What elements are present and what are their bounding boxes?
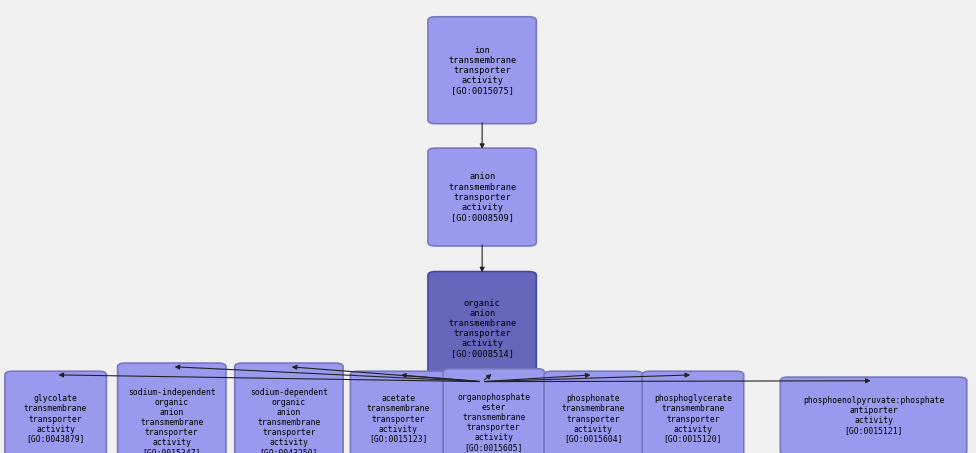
Text: phosphoenolpyruvate:phosphate
antiporter
activity
[GO:0015121]: phosphoenolpyruvate:phosphate antiporter… (803, 396, 944, 435)
Text: phosphonate
transmembrane
transporter
activity
[GO:0015604]: phosphonate transmembrane transporter ac… (562, 395, 625, 443)
Text: anion
transmembrane
transporter
activity
[GO:0008509]: anion transmembrane transporter activity… (448, 173, 516, 222)
FancyBboxPatch shape (350, 371, 446, 453)
Text: glycolate
transmembrane
transporter
activity
[GO:0043879]: glycolate transmembrane transporter acti… (24, 395, 87, 443)
Text: organophosphate
ester
transmembrane
transporter
activity
[GO:0015605]: organophosphate ester transmembrane tran… (458, 393, 530, 452)
FancyBboxPatch shape (234, 363, 344, 453)
FancyBboxPatch shape (642, 371, 744, 453)
FancyBboxPatch shape (781, 377, 966, 453)
FancyBboxPatch shape (545, 371, 643, 453)
Text: organic
anion
transmembrane
transporter
activity
[GO:0008514]: organic anion transmembrane transporter … (448, 299, 516, 358)
FancyBboxPatch shape (117, 363, 226, 453)
FancyBboxPatch shape (427, 271, 537, 385)
Text: acetate
transmembrane
transporter
activity
[GO:0015123]: acetate transmembrane transporter activi… (367, 395, 429, 443)
Text: sodium-independent
organic
anion
transmembrane
transporter
activity
[GO:0015347]: sodium-independent organic anion transme… (128, 388, 216, 453)
FancyBboxPatch shape (5, 371, 106, 453)
FancyBboxPatch shape (427, 17, 537, 124)
FancyBboxPatch shape (427, 148, 537, 246)
Text: ion
transmembrane
transporter
activity
[GO:0015075]: ion transmembrane transporter activity [… (448, 46, 516, 95)
FancyBboxPatch shape (443, 369, 545, 453)
Text: sodium-dependent
organic
anion
transmembrane
transporter
activity
[GO:0043250]: sodium-dependent organic anion transmemb… (250, 388, 328, 453)
Text: phosphoglycerate
transmembrane
transporter
activity
[GO:0015120]: phosphoglycerate transmembrane transport… (654, 395, 732, 443)
